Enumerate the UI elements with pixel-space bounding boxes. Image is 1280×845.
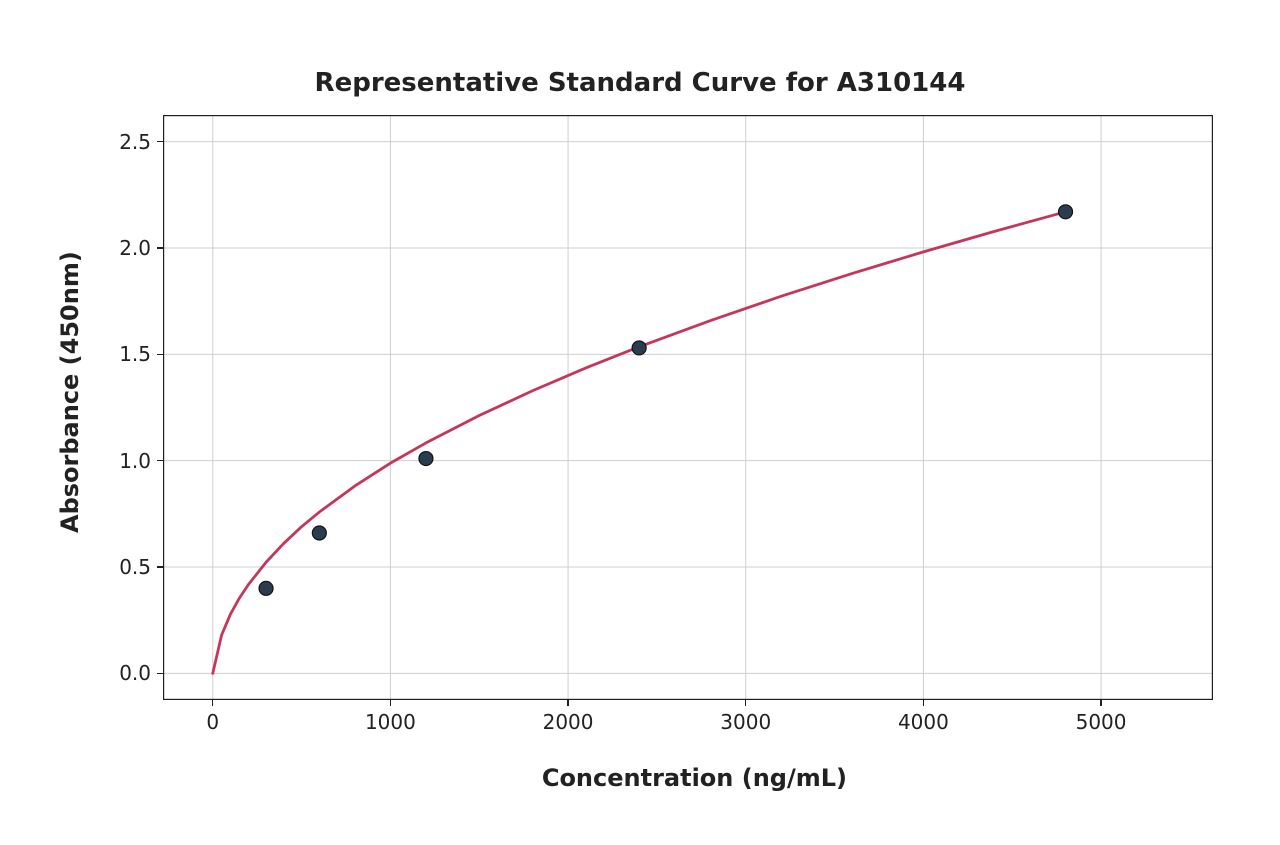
tick-mark (157, 673, 163, 674)
tick-label: 2000 (543, 710, 594, 734)
tick-mark (157, 354, 163, 355)
tick-mark (157, 141, 163, 142)
tick-label: 1000 (365, 710, 416, 734)
tick-label: 2.5 (119, 130, 151, 154)
tick-mark (567, 700, 568, 706)
tick-label: 3000 (720, 710, 771, 734)
tick-mark (1100, 700, 1101, 706)
tick-label: 0.0 (119, 661, 151, 685)
tick-mark (157, 247, 163, 248)
chart-plot-area (163, 115, 1213, 700)
tick-label: 0.5 (119, 555, 151, 579)
chart-container: Representative Standard Curve for A31014… (0, 0, 1280, 845)
tick-mark (745, 700, 746, 706)
tick-mark (157, 460, 163, 461)
y-axis-label: Absorbance (450nm) (56, 251, 84, 533)
tick-label: 1.5 (119, 342, 151, 366)
tick-mark (923, 700, 924, 706)
tick-label: 4000 (898, 710, 949, 734)
tick-label: 0 (206, 710, 219, 734)
tick-label: 1.0 (119, 449, 151, 473)
tick-label: 2.0 (119, 236, 151, 260)
tick-mark (212, 700, 213, 706)
tick-label: 5000 (1076, 710, 1127, 734)
chart-title: Representative Standard Curve for A31014… (0, 68, 1280, 98)
x-axis-label: Concentration (ng/mL) (542, 764, 847, 792)
tick-mark (157, 566, 163, 567)
tick-mark (390, 700, 391, 706)
